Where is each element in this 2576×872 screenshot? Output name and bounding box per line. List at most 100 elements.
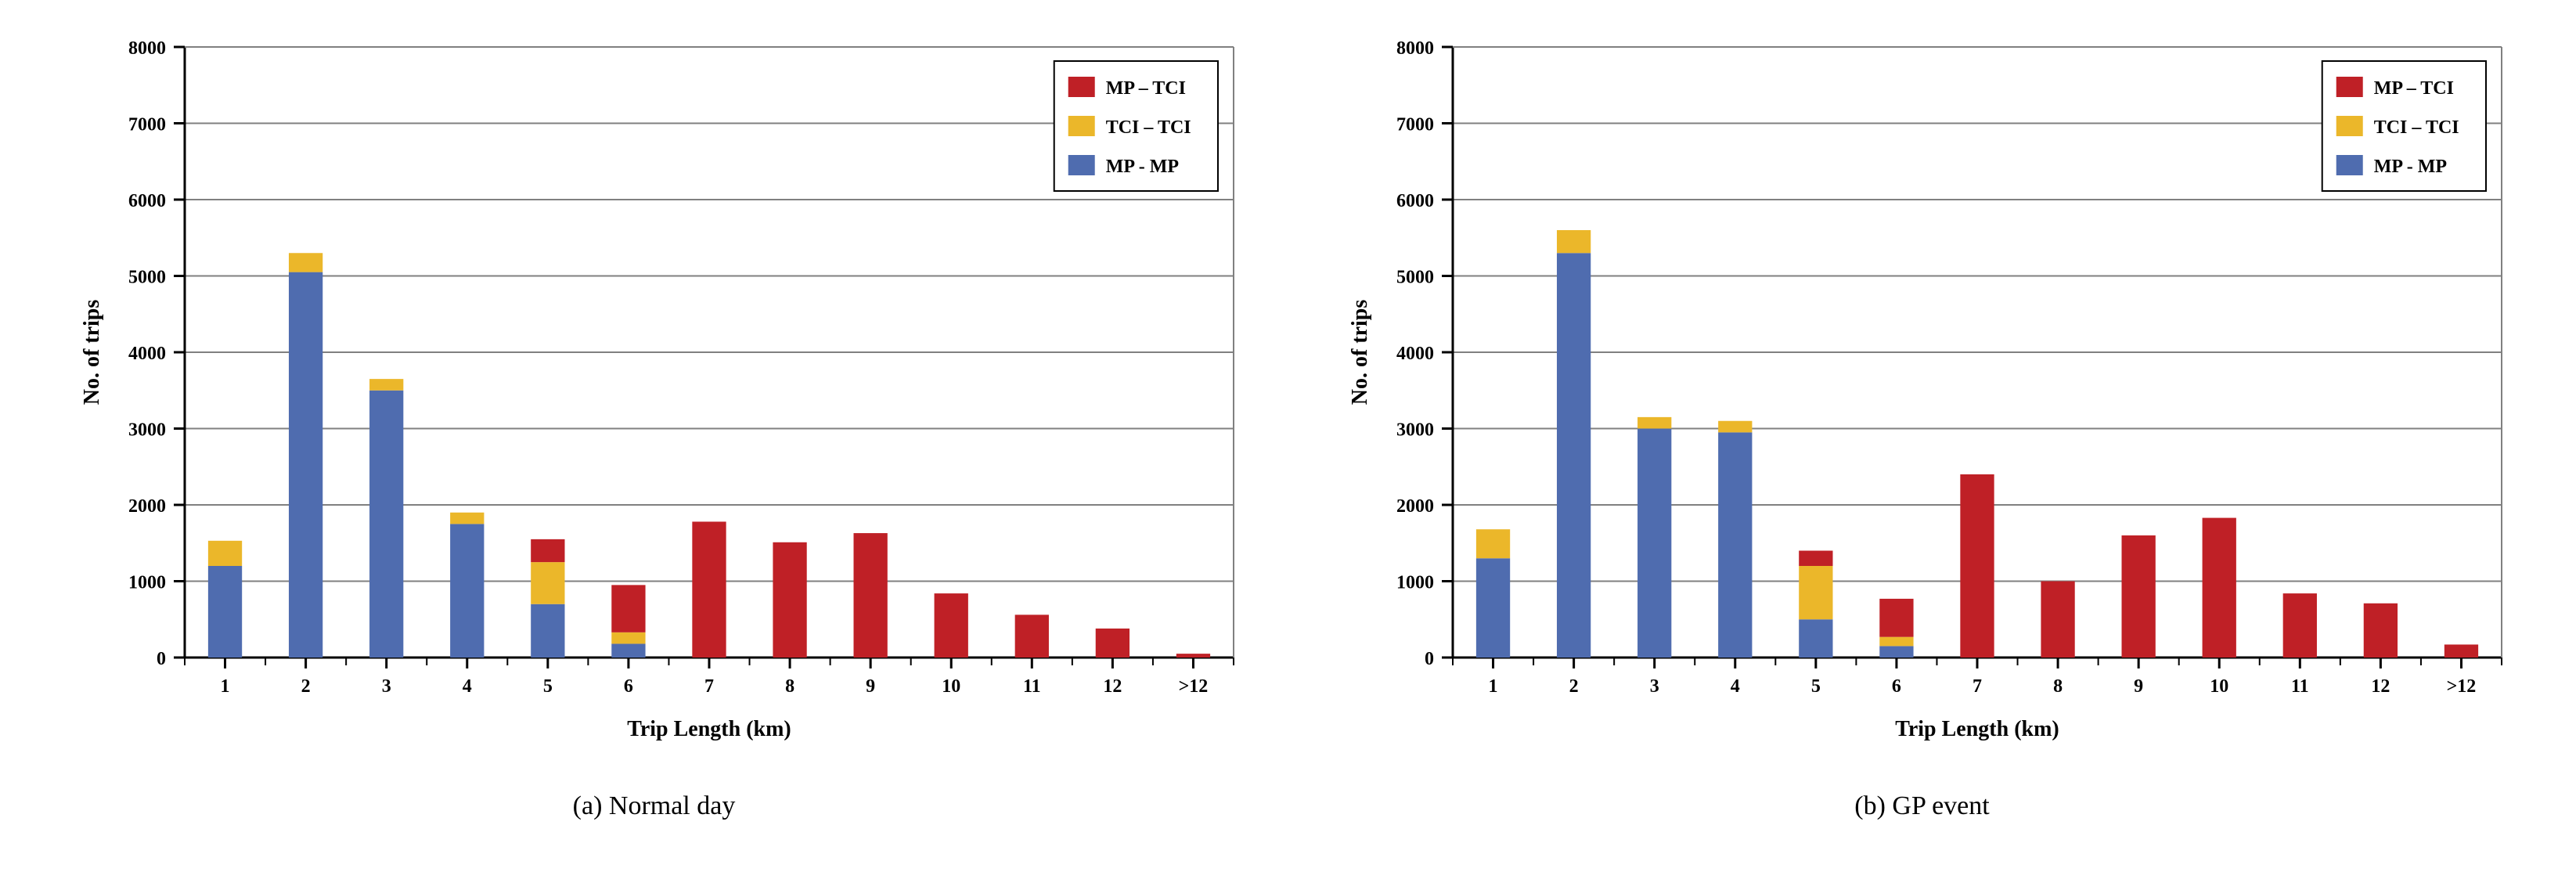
y-tick-label: 7000	[128, 115, 166, 135]
chart-b: 0100020003000400050006000700080001234567…	[1312, 16, 2533, 783]
panel-a: 0100020003000400050006000700080001234567…	[44, 16, 1265, 821]
bar-MP-MP	[207, 566, 241, 658]
bar-MP-TCI	[934, 593, 967, 658]
x-axis-title: Trip Length (km)	[627, 717, 791, 741]
legend-swatch	[2336, 116, 2362, 136]
caption-b: (b) GP event	[1854, 791, 1989, 821]
y-tick-label: 6000	[128, 191, 166, 211]
bar-TCI-TCI	[1879, 637, 1913, 647]
panel-b: 0100020003000400050006000700080001234567…	[1312, 16, 2533, 821]
bar-MP-MP	[369, 391, 403, 658]
chart-b-wrap: 0100020003000400050006000700080001234567…	[1312, 16, 2533, 787]
y-tick-label: 0	[157, 649, 166, 669]
y-tick-label: 8000	[128, 38, 166, 59]
x-tick-label: >12	[2446, 676, 2476, 697]
x-tick-label: 11	[1022, 676, 1040, 697]
y-tick-label: 4000	[1396, 344, 1434, 364]
bar-MP-MP	[288, 272, 322, 658]
x-tick-label: 12	[1103, 676, 1122, 697]
x-tick-label: 7	[704, 676, 714, 697]
x-tick-label: 6	[1891, 676, 1900, 697]
bar-MP-MP	[1475, 558, 1509, 658]
bar-MP-TCI	[2282, 593, 2316, 658]
x-tick-label: 10	[942, 676, 960, 697]
y-axis-title: No. of trips	[1348, 300, 1372, 405]
bar-MP-MP	[1718, 432, 1752, 658]
bar-TCI-TCI	[207, 541, 241, 566]
bar-TCI-TCI	[531, 562, 564, 604]
x-tick-label: 1	[220, 676, 229, 697]
x-tick-label: 12	[2371, 676, 2390, 697]
y-tick-label: 4000	[128, 344, 166, 364]
bar-TCI-TCI	[1637, 417, 1671, 429]
bar-MP-MP	[1879, 646, 1913, 658]
x-tick-label: 10	[2210, 676, 2228, 697]
bar-TCI-TCI	[1799, 566, 1832, 619]
legend-swatch	[1068, 77, 1094, 97]
legend-swatch	[1068, 116, 1094, 136]
x-tick-label: 3	[381, 676, 391, 697]
y-tick-label: 3000	[128, 420, 166, 441]
legend-label: TCI – TCI	[1105, 117, 1191, 138]
bar-MP-MP	[611, 643, 645, 658]
legend-label: MP – TCI	[2373, 78, 2453, 99]
y-tick-label: 1000	[1396, 573, 1434, 593]
y-tick-label: 3000	[1396, 420, 1434, 441]
x-tick-label: 9	[866, 676, 875, 697]
y-axis-title: No. of trips	[80, 300, 104, 405]
x-tick-label: 5	[1810, 676, 1820, 697]
legend-label: MP - MP	[2373, 157, 2446, 177]
bar-MP-TCI	[2363, 604, 2397, 658]
bar-MP-TCI	[611, 585, 645, 632]
x-tick-label: 4	[462, 676, 471, 697]
caption-a: (a) Normal day	[573, 791, 736, 821]
legend-label: TCI – TCI	[2373, 117, 2459, 138]
bar-TCI-TCI	[611, 632, 645, 644]
y-tick-label: 2000	[1396, 496, 1434, 517]
legend-swatch	[1068, 155, 1094, 175]
figure-row: 0100020003000400050006000700080001234567…	[16, 16, 2560, 821]
x-axis-title: Trip Length (km)	[1895, 717, 2059, 741]
bar-MP-TCI	[2444, 644, 2477, 658]
y-tick-label: 8000	[1396, 38, 1434, 59]
bar-MP-TCI	[1879, 599, 1913, 637]
bar-TCI-TCI	[288, 253, 322, 272]
bar-MP-TCI	[531, 539, 564, 562]
x-tick-label: 2	[301, 676, 310, 697]
x-tick-label: 2	[1569, 676, 1578, 697]
x-tick-label: 3	[1649, 676, 1659, 697]
y-tick-label: 5000	[1396, 268, 1434, 288]
x-tick-label: 6	[623, 676, 632, 697]
x-tick-label: 5	[542, 676, 552, 697]
bar-TCI-TCI	[1718, 421, 1752, 433]
legend-label: MP - MP	[1105, 157, 1178, 177]
bar-MP-MP	[450, 524, 484, 658]
bar-TCI-TCI	[450, 513, 484, 524]
y-tick-label: 6000	[1396, 191, 1434, 211]
bar-MP-MP	[1556, 253, 1590, 658]
bar-TCI-TCI	[1475, 529, 1509, 558]
y-tick-label: 1000	[128, 573, 166, 593]
x-tick-label: 9	[2134, 676, 2143, 697]
x-tick-label: 4	[1730, 676, 1739, 697]
bar-TCI-TCI	[1556, 230, 1590, 253]
bar-MP-TCI	[1960, 474, 1994, 658]
bar-MP-MP	[531, 604, 564, 658]
bar-MP-TCI	[853, 533, 887, 658]
x-tick-label: 8	[2053, 676, 2063, 697]
bar-MP-TCI	[692, 521, 726, 658]
y-tick-label: 0	[1425, 649, 1434, 669]
y-tick-label: 7000	[1396, 115, 1434, 135]
legend-label: MP – TCI	[1105, 78, 1185, 99]
x-tick-label: 8	[785, 676, 794, 697]
bar-MP-TCI	[2041, 582, 2074, 658]
bar-MP-TCI	[2121, 535, 2155, 658]
legend-swatch	[2336, 77, 2362, 97]
bar-MP-MP	[1799, 619, 1832, 658]
legend-swatch	[2336, 155, 2362, 175]
chart-a: 0100020003000400050006000700080001234567…	[44, 16, 1265, 783]
bar-MP-TCI	[1095, 629, 1129, 658]
bar-MP-MP	[1637, 429, 1671, 658]
bar-MP-TCI	[2202, 518, 2236, 658]
bar-MP-TCI	[1799, 551, 1832, 567]
